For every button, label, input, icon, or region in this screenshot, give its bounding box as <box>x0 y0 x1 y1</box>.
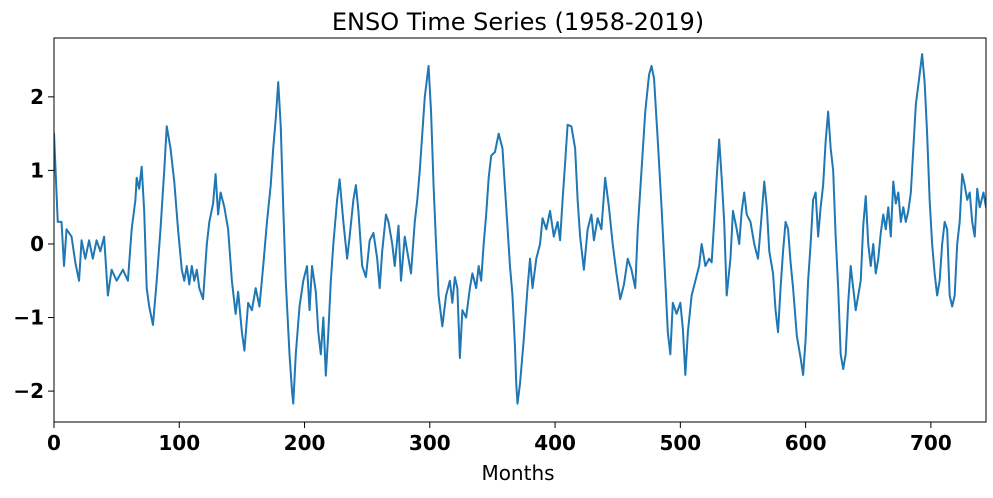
x-axis: 0 100 200 300 400 500 600 700 <box>47 422 952 455</box>
y-axis: −2 −1 0 1 2 <box>13 85 54 403</box>
x-tick-label: 600 <box>785 431 827 455</box>
x-tick-label: 100 <box>158 431 200 455</box>
x-tick-label: 200 <box>284 431 326 455</box>
x-tick-label: 700 <box>910 431 952 455</box>
x-tick-label: 300 <box>409 431 451 455</box>
x-tick-label: 500 <box>659 431 701 455</box>
x-tick-label: 400 <box>534 431 576 455</box>
x-axis-label: Months <box>481 461 554 485</box>
y-tick-label: 0 <box>30 232 44 256</box>
x-tick-label: 0 <box>47 431 61 455</box>
y-tick-label: 1 <box>30 158 44 182</box>
y-tick-label: −2 <box>13 379 44 403</box>
y-tick-label: −1 <box>13 306 44 330</box>
plot-frame <box>53 37 987 423</box>
chart-title: ENSO Time Series (1958-2019) <box>332 8 704 36</box>
y-tick-label: 2 <box>30 85 44 109</box>
series-line <box>54 53 986 405</box>
